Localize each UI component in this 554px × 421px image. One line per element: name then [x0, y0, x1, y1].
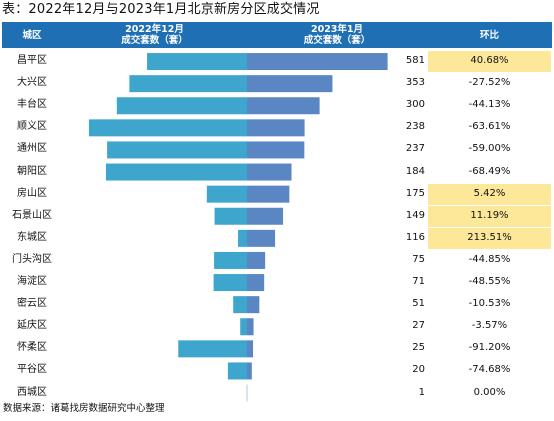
page-title: 表：2022年12月与2023年1月北京新房分区成交情况	[2, 2, 320, 17]
mom-highlight	[428, 51, 551, 73]
dec-bar	[129, 75, 247, 93]
jan-bar	[247, 296, 260, 314]
dec-bar	[240, 318, 247, 336]
mom-value-label: 40.68%	[470, 55, 509, 66]
mom-value-label: -63.61%	[468, 121, 511, 133]
category-label: 大兴区	[17, 77, 47, 89]
jan-value-label: 237	[405, 143, 425, 155]
jan-value-label: 300	[405, 99, 425, 111]
jan-value-label: 149	[405, 209, 425, 221]
category-label: 怀柔区	[17, 342, 47, 354]
dec-bar	[213, 274, 247, 292]
jan-bar	[247, 229, 276, 247]
category-label: 平谷区	[17, 364, 47, 376]
jan-bar	[247, 53, 388, 71]
mom-highlight	[428, 227, 551, 249]
header-dec: 2022年12月 成交套数（套）	[62, 22, 247, 48]
mom-value-label: -59.00%	[468, 143, 511, 155]
dec-bar	[233, 296, 247, 314]
mom-highlight	[428, 183, 551, 205]
dec-bar	[147, 53, 247, 71]
jan-bar	[247, 163, 292, 181]
mom-value-label: 11.19%	[470, 209, 509, 221]
jan-value-label: 51	[412, 298, 425, 310]
mom-value-label: -48.55%	[468, 276, 511, 287]
jan-bar	[247, 274, 265, 292]
jan-bar	[247, 75, 333, 93]
header-dec-line2: 成交套数（套）	[121, 35, 188, 46]
jan-bar	[247, 185, 290, 203]
category-label: 顺义区	[17, 121, 47, 133]
dec-bar	[206, 185, 247, 203]
mom-value-label: 0.00%	[473, 386, 506, 398]
jan-value-label: 27	[412, 320, 425, 332]
jan-value-label: 20	[412, 364, 425, 376]
jan-bar	[247, 251, 266, 269]
mom-value-label: -74.68%	[468, 364, 511, 376]
jan-value-label: 75	[412, 253, 425, 265]
source-note: 数据来源：诸葛找房数据研究中心整理	[3, 403, 165, 414]
header-jan-line2: 成交套数（套）	[303, 35, 371, 46]
category-label: 通州区	[17, 143, 47, 155]
mom-value-label: -44.13%	[468, 99, 511, 111]
dec-bar	[214, 207, 247, 225]
jan-bar	[247, 318, 254, 336]
category-label: 丰台区	[17, 99, 47, 111]
mom-highlight	[428, 205, 551, 227]
jan-bar	[247, 119, 305, 137]
jan-bar	[247, 141, 305, 159]
mom-value-label: -68.49%	[468, 165, 511, 177]
jan-value-label: 1	[418, 386, 425, 398]
dec-bar	[88, 119, 247, 137]
category-label: 密云区	[17, 298, 47, 310]
dec-bar	[105, 163, 247, 181]
header-mom-label: 环比	[479, 30, 499, 41]
category-label: 房山区	[17, 187, 47, 199]
category-label: 海淀区	[17, 276, 47, 287]
category-label: 东城区	[17, 231, 47, 243]
jan-value-label: 238	[405, 121, 425, 133]
jan-value-label: 175	[405, 187, 425, 199]
dec-bar	[178, 340, 247, 358]
header-jan: 2023年1月 成交套数（套）	[247, 22, 427, 48]
jan-value-label: 25	[412, 342, 425, 354]
jan-value-label: 184	[405, 165, 425, 177]
header-mom: 环比	[427, 22, 552, 48]
mom-value-label: -91.20%	[468, 342, 511, 354]
jan-bar	[247, 362, 252, 380]
mom-value-label: 5.42%	[473, 187, 506, 199]
dec-bar	[227, 362, 247, 380]
mom-value-label: 213.51%	[467, 231, 512, 243]
dec-bar	[214, 251, 247, 269]
dec-bar	[238, 229, 247, 247]
header-district: 城区	[2, 22, 62, 48]
mom-value-label: -44.85%	[468, 253, 511, 265]
category-label: 门头沟区	[12, 253, 52, 265]
mom-value-label: -27.52%	[468, 77, 511, 89]
mom-value-label: -10.53%	[468, 298, 511, 310]
header-district-label: 城区	[22, 30, 42, 41]
jan-bar	[247, 340, 254, 358]
category-label: 朝阳区	[17, 165, 47, 177]
dec-bar	[107, 141, 248, 159]
jan-value-label: 581	[405, 55, 425, 66]
header-dec-line1: 2022年12月	[125, 24, 184, 35]
jan-bar	[247, 207, 284, 225]
category-label: 延庆区	[17, 320, 47, 332]
jan-value-label: 353	[405, 77, 425, 89]
jan-value-label: 116	[405, 231, 425, 243]
mom-value-label: -3.57%	[471, 320, 508, 332]
jan-value-label: 71	[412, 276, 425, 287]
dec-bar	[116, 97, 247, 115]
header-jan-line1: 2023年1月	[310, 24, 364, 35]
category-label: 昌平区	[17, 55, 47, 66]
jan-bar	[247, 97, 320, 115]
category-label: 石景山区	[12, 209, 52, 221]
category-label: 西城区	[17, 386, 47, 398]
